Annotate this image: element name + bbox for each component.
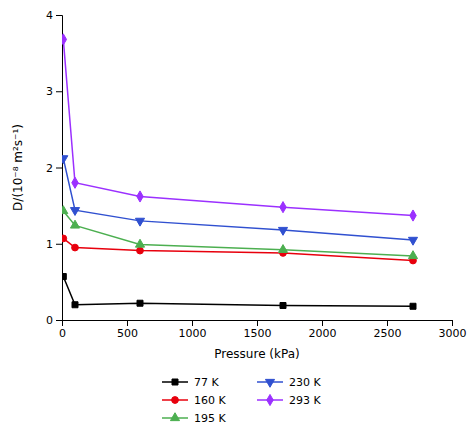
legend-label: 230 K [289, 376, 321, 389]
point [280, 202, 286, 213]
y-axis-title: D/(10⁻⁸ m²s⁻¹) [11, 124, 25, 211]
point [408, 251, 417, 259]
tick: 1500 [244, 320, 272, 340]
point [70, 208, 79, 216]
legend-item: 160 K [162, 394, 226, 407]
tick: 3000 [439, 320, 467, 340]
point [137, 300, 143, 306]
tick: 1 [46, 238, 62, 251]
line [63, 277, 413, 307]
legend-marker [172, 379, 178, 385]
y-axis: 0 1 2 3 4 [46, 9, 63, 327]
point [135, 239, 144, 247]
tick-mark [56, 244, 62, 245]
tick-mark [56, 15, 62, 16]
point [278, 227, 287, 235]
point [70, 220, 79, 228]
point [410, 303, 416, 309]
tick-label: 2000 [309, 327, 337, 340]
line [63, 158, 413, 240]
axis-line [63, 321, 453, 327]
point [62, 206, 68, 214]
tick: 0 [46, 314, 62, 327]
tick: 2500 [374, 320, 402, 340]
point [410, 210, 416, 221]
tick: 500 [117, 320, 138, 340]
point [72, 244, 79, 251]
tick: 2 [46, 162, 62, 175]
point [62, 274, 66, 280]
tick-label: 3 [46, 85, 53, 98]
legend-label: 77 K [194, 376, 219, 389]
tick-mark [387, 320, 388, 326]
tick: 1000 [179, 320, 207, 340]
series [62, 156, 418, 245]
tick-mark [56, 168, 62, 169]
series [62, 235, 416, 264]
tick-label: 3000 [439, 327, 467, 340]
tick-mark [322, 320, 323, 326]
tick-label: 0 [46, 314, 53, 327]
legend-item: 77 K [162, 376, 219, 389]
tick: 3 [46, 85, 62, 98]
tick-mark [192, 320, 193, 326]
tick-mark [127, 320, 128, 326]
point [137, 191, 143, 202]
legend-marker [267, 394, 273, 405]
series [62, 34, 416, 221]
tick-label: 1 [46, 238, 53, 251]
tick-label: 2 [46, 162, 53, 175]
tick-label: 0 [59, 327, 66, 340]
tick-mark [56, 320, 62, 321]
line [63, 211, 413, 256]
legend: 77 K 160 K 195 K 230 K 293 K [162, 376, 321, 425]
line [63, 238, 413, 260]
x-axis-title: Pressure (kPa) [214, 347, 299, 361]
tick-mark [56, 91, 62, 92]
tick: 2000 [309, 320, 337, 340]
legend-item: 195 K [162, 412, 226, 425]
series [62, 206, 418, 259]
point [408, 237, 417, 245]
tick-label: 2500 [374, 327, 402, 340]
point [72, 177, 78, 188]
tick-mark [257, 320, 258, 326]
legend-marker [170, 413, 179, 421]
tick-label: 4 [46, 9, 53, 22]
point [135, 218, 144, 226]
point [72, 302, 78, 308]
x-axis: 0 500 1000 1500 2000 2500 3000 [59, 320, 467, 340]
tick-mark [452, 320, 453, 326]
tick-label: 1500 [244, 327, 272, 340]
axis-line [56, 16, 63, 321]
point [278, 245, 287, 253]
point [62, 235, 67, 242]
point [280, 303, 286, 309]
tick-label: 500 [117, 327, 138, 340]
legend-label: 195 K [194, 412, 226, 425]
tick-label: 1000 [179, 327, 207, 340]
legend-label: 160 K [194, 394, 226, 407]
point [62, 34, 67, 45]
series [62, 274, 416, 310]
line [63, 39, 413, 215]
plot: 0 500 1000 1500 2000 2500 3000 0 1 2 3 4 [46, 9, 467, 340]
legend-item: 293 K [257, 394, 321, 407]
legend-item: 230 K [257, 376, 321, 389]
legend-marker [265, 379, 274, 387]
legend-label: 293 K [289, 394, 321, 407]
point [62, 156, 68, 164]
tick: 0 [59, 320, 66, 340]
tick: 4 [46, 9, 62, 22]
chart: 0 500 1000 1500 2000 2500 3000 0 1 2 3 4 Pressure (k… [0, 0, 474, 432]
series-layer [62, 34, 418, 309]
point [137, 247, 144, 254]
legend-marker [172, 397, 179, 404]
